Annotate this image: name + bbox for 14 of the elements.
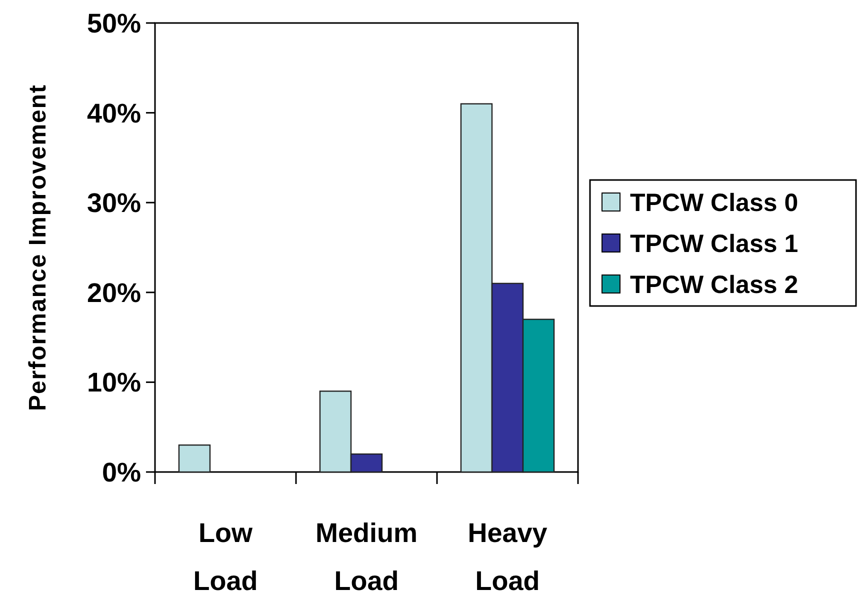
y-tick-label: 20% bbox=[86, 278, 141, 308]
y-tick-label: 30% bbox=[86, 188, 141, 218]
y-tick-label: 10% bbox=[86, 368, 141, 398]
y-tick-label: 0% bbox=[102, 457, 141, 488]
bar bbox=[178, 444, 211, 473]
legend-label: TPCW Class 2 bbox=[630, 270, 798, 299]
legend-label: TPCW Class 0 bbox=[630, 188, 798, 217]
legend-label: TPCW Class 1 bbox=[630, 230, 798, 258]
y-tick-label: 50% bbox=[86, 8, 141, 38]
y-tick-label: 40% bbox=[86, 98, 141, 128]
y-axis-title: Performance Improvement bbox=[24, 84, 52, 412]
x-tick-label: Low Load bbox=[193, 518, 258, 596]
x-tick-label: Medium Load bbox=[315, 518, 418, 596]
x-tick-label: Heavy Load bbox=[468, 518, 548, 596]
